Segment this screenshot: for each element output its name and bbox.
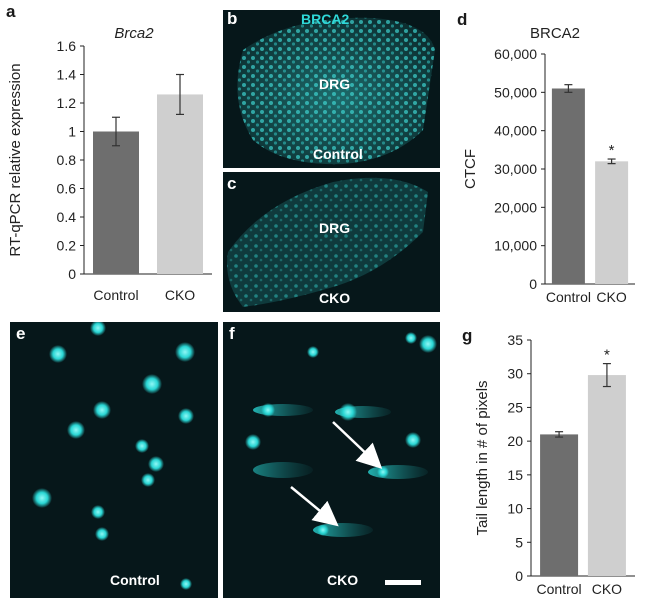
panel-letter-b: b: [227, 10, 238, 28]
chart-g-ytick-label: 25: [507, 399, 523, 415]
micrograph-b-control-drg: BRCA2 DRG Control b: [223, 10, 440, 168]
condition-label-c: CKO: [319, 290, 351, 306]
chart-d-title: BRCA2: [530, 25, 580, 42]
panel-letter-f: f: [229, 324, 235, 343]
panel-letter-e: e: [16, 324, 26, 343]
chart-d-ytick-label: 20,000: [494, 199, 537, 215]
chart-a-bar-control: [93, 131, 139, 274]
chart-a-brca2-rtqpcr: 0 0.2 0.4 0.6 0.8 1 1.2 1.4 1.6 Brca2 RT-qPCR rela…: [7, 25, 212, 303]
chart-d-category-label-cko: CKO: [596, 289, 626, 305]
chart-a-ytick-label: 1: [68, 124, 76, 140]
chart-a-bar-cko: [157, 94, 203, 274]
chart-g-tail-length: 0 5 10 15 20 25 30 35 Tail length in # of pixels…: [474, 332, 635, 597]
condition-label-b: Control: [313, 146, 363, 162]
chart-a-ytick-label: 0: [68, 266, 76, 282]
chart-d-ytick-label: 30,000: [494, 161, 537, 177]
chart-d-ytick-label: 0: [529, 276, 537, 292]
chart-a-ytick-label: 1.2: [57, 95, 77, 111]
panel-letter-g: g: [462, 326, 473, 345]
chart-d-bar-control: [551, 88, 585, 284]
chart-a-category-label-control: Control: [93, 287, 138, 303]
chart-g-bar-control: [540, 434, 579, 576]
chart-a-ytick-label: 0.8: [57, 152, 77, 168]
chart-d-bar-cko: [595, 161, 629, 284]
chart-g-category-label-control: Control: [537, 581, 582, 597]
micrograph-c-cko-drg: DRG CKO c: [223, 172, 440, 312]
panel-letter-c: c: [227, 174, 237, 193]
chart-g-ytick-label: 5: [515, 534, 523, 550]
panel-letter-d: d: [457, 10, 468, 29]
chart-g-ytick-label: 20: [507, 433, 523, 449]
chart-a-ytick-label: 0.6: [57, 181, 77, 197]
chart-d-ytick-label: 40,000: [494, 123, 537, 139]
chart-a-category-label-cko: CKO: [165, 287, 195, 303]
micrograph-e-control-comet: Control e: [10, 322, 218, 598]
chart-d-significance-cko: *: [609, 142, 615, 159]
chart-a-ylabel: RT-qPCR relative expression: [7, 63, 24, 256]
region-label-b: DRG: [319, 76, 351, 92]
chart-a-ytick-label: 1.6: [57, 38, 77, 54]
chart-d-ytick-label: 60,000: [494, 46, 537, 62]
chart-g-ytick-label: 30: [507, 366, 523, 382]
chart-a-ytick-label: 0.2: [57, 238, 77, 254]
chart-a-title: Brca2: [114, 25, 154, 42]
chart-g-category-label-cko: CKO: [592, 581, 622, 597]
panel-letter-a: a: [6, 2, 16, 21]
stain-label: BRCA2: [301, 11, 350, 27]
chart-g-bar-cko: [587, 375, 626, 576]
chart-g-ytick-label: 0: [515, 568, 523, 584]
chart-d-ytick-label: 50,000: [494, 84, 537, 100]
chart-a-ytick-label: 1.4: [57, 67, 77, 83]
micrograph-f-cko-comet: CKO f: [223, 322, 440, 598]
chart-g-ytick-label: 10: [507, 501, 523, 517]
condition-label-e: Control: [110, 572, 160, 588]
micrograph-b-image: [237, 17, 435, 165]
condition-label-f: CKO: [327, 572, 359, 588]
chart-a-ytick-label: 0.4: [57, 209, 77, 225]
region-label-c: DRG: [319, 220, 351, 236]
micrograph-f-image: [245, 332, 437, 585]
chart-d-ytick-label: 10,000: [494, 238, 537, 254]
chart-d-ylabel: CTCF: [462, 149, 479, 189]
chart-g-ylabel: Tail length in # of pixels: [474, 380, 491, 535]
micrograph-e-image: [32, 322, 195, 590]
chart-d-category-label-control: Control: [546, 289, 591, 305]
chart-d-brca2-ctcf: 0 10,000 20,000 30,000 40,000 50,000 60,000 BRC…: [462, 25, 635, 305]
chart-g-ytick-label: 35: [507, 332, 523, 348]
chart-g-significance-cko: *: [604, 347, 610, 364]
chart-g-ytick-label: 15: [507, 467, 523, 483]
micrograph-c-image: [227, 177, 428, 307]
